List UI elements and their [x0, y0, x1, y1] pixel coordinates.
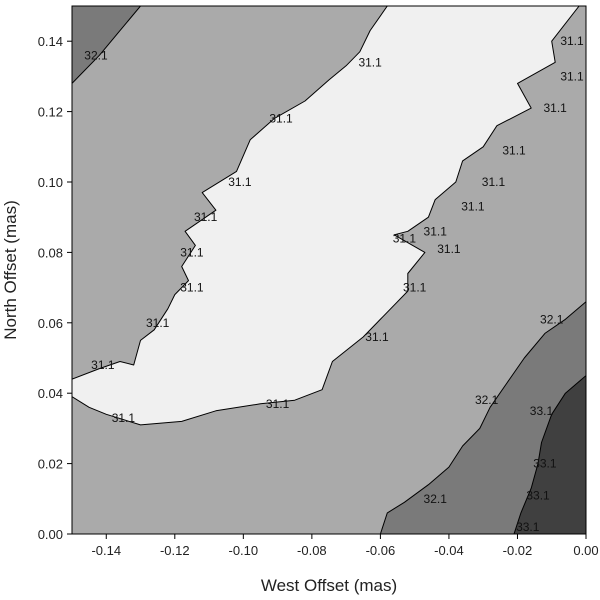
contour-label: 31.1	[146, 316, 170, 330]
contour-label: 31.1	[482, 175, 506, 189]
y-tick-label: 0.04	[38, 386, 63, 401]
region-above-33.1-core	[513, 375, 586, 534]
contour-label: 31.1	[358, 55, 382, 69]
contour-label: 31.1	[266, 397, 290, 411]
contour-label: 31.1	[560, 69, 584, 83]
contour-label: 33.1	[530, 404, 554, 418]
x-tick-label: -0.04	[434, 543, 464, 558]
contour-label: 31.1	[228, 175, 252, 189]
contour-label: 31.1	[269, 112, 293, 126]
y-tick-label: 0.00	[38, 527, 63, 542]
contour-label: 31.1	[543, 101, 567, 115]
contour-label: 31.1	[91, 358, 115, 372]
contour-label: 31.1	[403, 281, 427, 295]
contour-label: 31.1	[365, 330, 389, 344]
contour-label: 32.1	[540, 312, 564, 326]
region-top-left-32.1-corner	[72, 6, 141, 84]
axes: -0.14 -0.12 -0.10 -0.08 -0.06 -0.04 -0.02 0.00 0…	[38, 5, 599, 558]
contour-label: 32.1	[84, 48, 108, 62]
contour-label: 33.1	[516, 520, 540, 534]
x-tick-label: -0.10	[229, 543, 259, 558]
y-tick-label: 0.06	[38, 316, 63, 331]
contour-label: 31.1	[424, 224, 448, 238]
contour-label: 31.1	[560, 34, 584, 48]
contour-label: 33.1	[533, 457, 557, 471]
contour-label: 32.1	[475, 393, 499, 407]
x-axis-title: West Offset (mas)	[261, 576, 397, 595]
y-tick-label: 0.08	[38, 245, 63, 260]
plot-area: 32.1 31.1 31.1 31.1 31.1 31.1 31.1 31.1 31.1 31.1…	[72, 6, 586, 534]
contour-label: 31.1	[180, 245, 204, 259]
x-tick-label: -0.14	[91, 543, 121, 558]
x-tick-label: -0.06	[366, 543, 396, 558]
contour-label: 31.1	[194, 210, 218, 224]
contour-label: 31.1	[180, 281, 204, 295]
y-tick-label: 0.12	[38, 105, 63, 120]
contour-label: 31.1	[393, 231, 417, 245]
x-tick-label: -0.02	[503, 543, 533, 558]
x-tick-label: -0.08	[297, 543, 327, 558]
contour-label: 31.1	[502, 143, 526, 157]
y-tick-label: 0.02	[38, 457, 63, 472]
y-tick-label: 0.10	[38, 175, 63, 190]
contour-label: 31.1	[437, 242, 461, 256]
x-tick-label: 0.00	[573, 543, 598, 558]
plot-frame	[71, 5, 587, 535]
contour-label: 31.1	[461, 200, 485, 214]
x-tick-label: -0.12	[160, 543, 190, 558]
contour-label: 33.1	[526, 488, 550, 502]
y-axis-title: North Offset (mas)	[1, 200, 20, 340]
y-tick-label: 0.14	[38, 34, 63, 49]
region-below-31.1-valley	[72, 6, 580, 426]
contour-label: 32.1	[424, 492, 448, 506]
contour-label: 31.1	[112, 411, 136, 425]
